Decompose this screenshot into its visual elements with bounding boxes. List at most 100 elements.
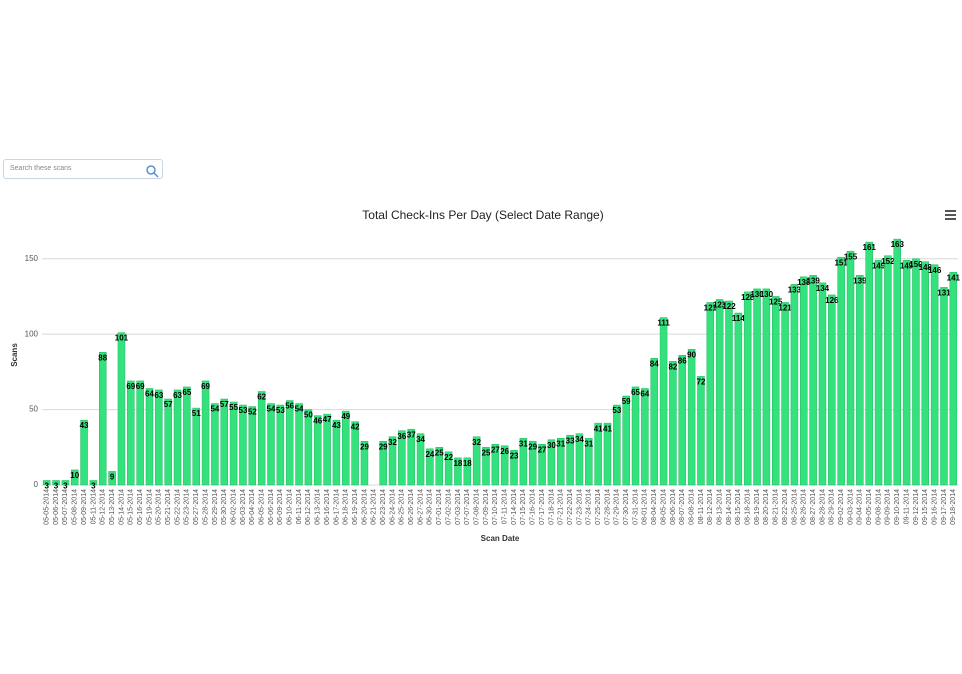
bar	[865, 241, 873, 486]
data-label: 29	[360, 442, 369, 451]
data-label: 34	[575, 435, 584, 444]
bar	[622, 395, 630, 486]
x-tick-label: 05-30-2014	[221, 489, 228, 525]
x-tick-label: 09-03-2014	[847, 489, 854, 525]
x-tick-label: 07-01-2014	[436, 489, 443, 525]
data-label: 31	[584, 439, 593, 448]
data-label: 111	[657, 319, 670, 328]
data-label: 18	[453, 459, 462, 468]
bar	[912, 258, 920, 486]
data-label: 27	[538, 445, 547, 454]
bar	[669, 361, 677, 486]
bar	[884, 255, 892, 486]
bar	[108, 471, 116, 486]
x-tick-label: 08-27-2014	[810, 489, 817, 525]
x-tick-label: 09-15-2014	[922, 489, 929, 525]
bar	[295, 403, 303, 486]
bar	[893, 238, 901, 486]
x-tick-label: 06-02-2014	[230, 489, 237, 525]
menu-icon[interactable]	[945, 210, 956, 220]
bar	[416, 433, 425, 486]
data-label: 69	[201, 382, 210, 391]
bar	[594, 422, 602, 486]
bar	[267, 403, 275, 486]
data-label: 30	[547, 441, 556, 450]
bar	[388, 436, 397, 486]
data-label: 130	[760, 290, 774, 299]
bar	[472, 436, 481, 486]
x-tick-label: 05-28-2014	[202, 489, 209, 525]
data-label: 65	[631, 388, 640, 397]
bar	[781, 302, 789, 486]
bar	[482, 447, 490, 486]
bar	[743, 291, 752, 486]
search-box[interactable]: Search these scans	[3, 159, 163, 179]
data-label: 64	[640, 390, 649, 399]
data-label: 152	[881, 257, 895, 266]
data-label: 84	[650, 359, 659, 368]
data-label: 31	[556, 439, 565, 448]
x-tick-label: 05-12-2014	[100, 489, 107, 525]
bar	[164, 398, 172, 486]
x-tick-label: 06-05-2014	[258, 489, 265, 525]
data-label: 3	[91, 482, 96, 491]
bar	[323, 413, 331, 486]
bar	[641, 388, 649, 486]
bar	[183, 386, 191, 486]
data-label: 101	[115, 334, 129, 343]
bar	[725, 300, 733, 486]
data-label: 54	[295, 405, 304, 414]
x-tick-label: 06-30-2014	[427, 489, 434, 525]
bar	[276, 404, 285, 486]
data-label: 10	[70, 471, 79, 480]
data-label: 41	[603, 424, 612, 433]
bar	[566, 434, 574, 486]
x-tick-label: 08-25-2014	[791, 489, 798, 525]
data-label: 43	[332, 421, 341, 430]
data-label: 141	[947, 273, 961, 282]
x-tick-label: 05-21-2014	[165, 489, 172, 525]
chart-title: Total Check-Ins Per Day (Select Date Ran…	[362, 208, 603, 222]
x-tick-label: 07-14-2014	[511, 489, 518, 525]
bar	[220, 398, 229, 486]
x-tick-label: 06-20-2014	[361, 489, 368, 525]
bar	[902, 259, 911, 486]
bar	[800, 276, 808, 486]
data-label: 163	[891, 240, 905, 249]
x-tick-label: 08-29-2014	[829, 489, 836, 525]
data-label: 63	[154, 391, 163, 400]
data-label: 155	[844, 252, 858, 261]
x-tick-label: 05-14-2014	[118, 489, 125, 525]
data-label: 56	[285, 402, 294, 411]
data-label: 90	[687, 350, 696, 359]
bar	[313, 415, 322, 486]
x-tick-label: 05-05-2014	[44, 489, 51, 525]
bar	[557, 437, 565, 486]
search-icon[interactable]	[145, 164, 159, 178]
data-label: 150	[909, 260, 923, 269]
data-label: 69	[126, 382, 135, 391]
bar	[342, 410, 350, 486]
x-tick-label: 08-07-2014	[679, 489, 686, 525]
data-label: 69	[136, 382, 145, 391]
data-label: 123	[713, 301, 727, 310]
data-label: 52	[248, 408, 257, 417]
x-tick-label: 05-13-2014	[109, 489, 116, 525]
data-label: 59	[622, 397, 631, 406]
bar	[491, 444, 500, 486]
bar	[650, 358, 658, 486]
x-tick-label: 06-24-2014	[389, 489, 396, 525]
bar	[332, 419, 341, 486]
x-tick-label: 09-09-2014	[885, 489, 892, 525]
bar	[304, 409, 313, 486]
x-tick-label: 06-09-2014	[277, 489, 284, 525]
x-tick-label: 06-03-2014	[240, 489, 247, 525]
x-tick-label: 08-13-2014	[716, 489, 723, 525]
x-tick-label: 06-10-2014	[287, 489, 294, 525]
x-tick-label: 08-28-2014	[819, 489, 826, 525]
bar	[89, 480, 98, 486]
x-tick-label: 07-16-2014	[530, 489, 537, 525]
data-label: 130	[750, 290, 764, 299]
bar	[145, 388, 154, 486]
data-label: 82	[668, 362, 677, 371]
